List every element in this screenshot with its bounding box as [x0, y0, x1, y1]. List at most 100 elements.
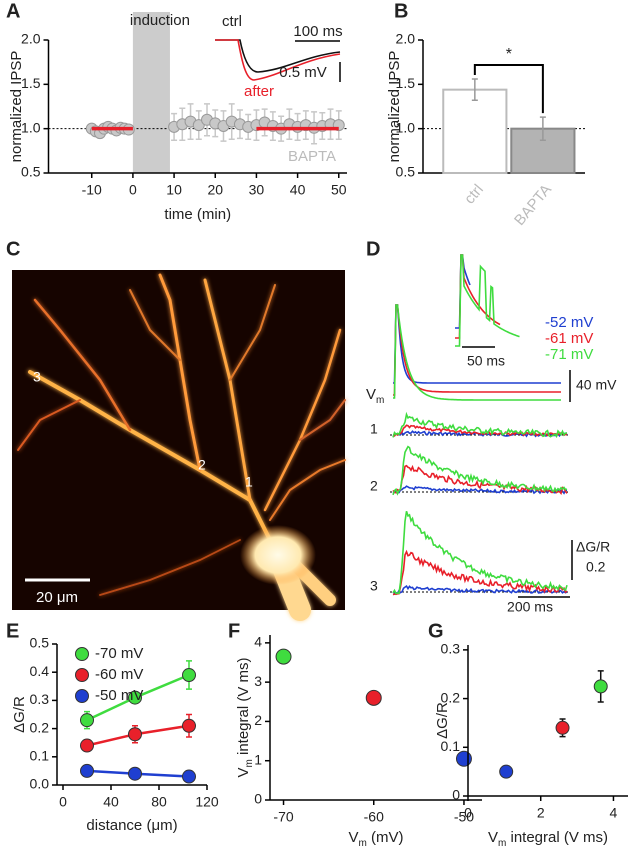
y-axis-label: normalized IPSP: [8, 51, 25, 163]
trace: [393, 304, 561, 384]
annotation: 100 ms: [293, 23, 342, 40]
trace: [393, 304, 561, 396]
x-tick-label: 10: [166, 182, 182, 198]
vm-label-part: V: [366, 386, 376, 403]
point: [555, 720, 570, 735]
scale-bar-label: ΔG/R: [576, 539, 610, 555]
x-axis-label-part: V: [348, 829, 358, 846]
y-axis-label: Vm integral (V ms): [235, 657, 255, 777]
y-tick-label: 1.5: [21, 75, 41, 91]
x-tick-label: 80: [151, 794, 167, 810]
point: [182, 718, 196, 733]
y-tick-label: 2.0: [396, 31, 416, 47]
x-tick-label: ctrl: [461, 181, 487, 207]
legend-label: -60 mV: [95, 666, 143, 683]
roi-label: 2: [370, 478, 378, 494]
point: [182, 769, 196, 784]
point: [593, 679, 608, 694]
point: [128, 766, 142, 781]
error-bar: [539, 116, 546, 141]
y-tick-label: 3: [254, 673, 262, 689]
y-tick-label: 0: [452, 787, 460, 803]
x-axis-label-part: m: [498, 838, 506, 849]
y-axis-label-part: integral (V ms): [235, 657, 252, 759]
y-tick-label: 1.0: [21, 119, 41, 135]
legend-marker: [75, 647, 89, 661]
point: [365, 689, 382, 706]
legend-marker: [75, 689, 89, 703]
x-tick-label: -50: [454, 809, 474, 825]
x-axis-label-part: integral (V ms): [506, 829, 608, 846]
x-tick-label: -60: [364, 809, 384, 825]
roi-label: 2: [198, 457, 206, 473]
roi-label: 3: [33, 369, 41, 385]
vm-label: Vm: [366, 386, 384, 406]
roi-label: 3: [370, 578, 378, 594]
neuron-image: [12, 270, 346, 621]
y-axis-label-part: V: [235, 768, 252, 778]
legend-label: -70 mV: [95, 645, 143, 662]
y-axis-label: ΔG/R: [11, 696, 28, 733]
ipsp-inset: [215, 39, 341, 82]
point: [499, 764, 514, 779]
roi-label: 1: [370, 421, 378, 437]
trace: [455, 254, 520, 347]
shade-label: induction: [130, 12, 190, 29]
x-tick-label: 30: [249, 182, 265, 198]
trace: [393, 304, 561, 401]
x-tick-label: 40: [290, 182, 306, 198]
x-tick-label: 2: [537, 805, 545, 821]
x-tick-label: 40: [103, 794, 119, 810]
y-tick-label: 2.0: [21, 31, 41, 47]
x-axis-label-part: m: [359, 838, 367, 849]
trace: [393, 424, 568, 437]
annotation: after: [244, 83, 274, 100]
y-tick-label: 0.5: [30, 635, 50, 651]
x-tick-label: 0: [129, 182, 137, 198]
x-tick-label: 0: [464, 805, 472, 821]
point: [80, 738, 94, 753]
scale-bar-label: 40 mV: [576, 377, 617, 393]
vm-label-sub: m: [376, 395, 384, 406]
roi-label: 1: [245, 474, 253, 490]
x-tick-label: -70: [273, 809, 293, 825]
panel-label: E: [6, 620, 19, 642]
error-bar: [471, 78, 478, 102]
y-tick-label: 0.1: [441, 738, 461, 754]
x-tick-label: 50: [331, 182, 347, 198]
y-tick-label: 2: [254, 712, 262, 728]
scale-bar-label: 0.2: [586, 559, 606, 575]
y-tick-label: 0: [254, 791, 262, 807]
trace: [392, 511, 568, 595]
x-tick-label: 0: [59, 794, 67, 810]
annotation: BAPTA: [288, 148, 336, 165]
x-tick-label: BAPTA: [511, 181, 555, 229]
x-tick-label: 20: [207, 182, 223, 198]
point: [128, 690, 142, 705]
legend-label: -52 mV: [545, 314, 593, 331]
y-axis-label-part: m: [244, 759, 255, 767]
annotation: 0.5 mV: [279, 64, 327, 81]
y-tick-label: 0.3: [30, 691, 50, 707]
shaded-region: [132, 12, 170, 173]
y-axis-label: ΔG/R: [434, 702, 451, 739]
x-axis-label: Vm integral (V ms): [488, 829, 608, 849]
y-axis-label: normalized IPSP: [386, 51, 403, 163]
x-axis-label: distance (μm): [86, 817, 177, 834]
y-tick-label: 1.5: [396, 75, 416, 91]
legend-label: -61 mV: [545, 330, 593, 347]
scale-bar-label: 200 ms: [507, 599, 553, 615]
y-tick-label: 0.0: [30, 776, 50, 792]
panel-label: D: [366, 238, 380, 260]
y-tick-label: 4: [254, 634, 262, 650]
x-tick-label: 120: [195, 794, 219, 810]
panel-label: G: [428, 620, 444, 642]
x-axis-label: time (min): [164, 206, 231, 223]
x-tick-label: 4: [610, 805, 618, 821]
traces: [390, 254, 568, 596]
trace: [392, 445, 568, 496]
x-axis-label-part: V: [488, 829, 498, 846]
x-tick-label: -10: [82, 182, 102, 198]
annotation: ctrl: [222, 13, 242, 30]
